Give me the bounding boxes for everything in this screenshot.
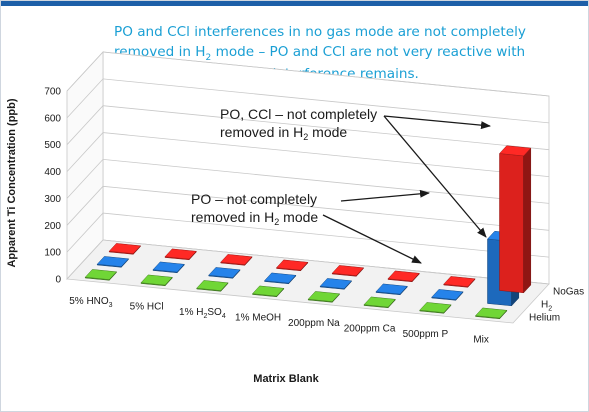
x-tick-label-2: 1% H2SO4 [179, 307, 226, 320]
bar-H2-0 [96, 256, 130, 268]
gridline-0 [66, 239, 550, 285]
y-tick-label-600: 600 [44, 113, 61, 124]
y-tick-labels: 0 100 200 300 400 500 600 700 [44, 87, 61, 286]
bar-Helium-4 [307, 291, 341, 303]
annotation-po-line-2-sub: 2 [274, 217, 280, 227]
annotation-po-ccl-line-2-post: mode [308, 124, 348, 140]
annotation-po-ccl-line-1: PO, CCl – not completely [220, 106, 378, 122]
annotation-po-line-2-pre: removed in H [191, 209, 275, 225]
y-tick-label-500: 500 [44, 140, 61, 151]
x-tick-label-6: 500ppm P [403, 329, 449, 340]
gridline-300 [66, 158, 550, 204]
y-tick-label-0: 0 [55, 275, 61, 286]
bar-Helium-5 [363, 296, 396, 309]
series-label-NoGas: NoGas [553, 287, 584, 298]
x-tick-label-4: 200ppm Na [288, 318, 340, 329]
series-label-H2: H2 [541, 300, 552, 313]
series-label-Helium: Helium [529, 313, 560, 324]
annotation-po-line-2-post: mode [279, 209, 319, 225]
bar-NoGas-3 [275, 259, 309, 272]
x-axis-label: Matrix Blank [253, 373, 319, 385]
bar-NoGas-6 [443, 276, 476, 288]
y-axis-label: Apparent Ti Concentration (ppb) [6, 98, 18, 267]
bars [84, 145, 532, 320]
bar-Helium-2 [196, 280, 229, 292]
x-tick-labels: 5% HNO3 5% HCl 1% H2SO4 1% MeOH 200ppm Na 200… [69, 296, 489, 346]
gridline-600 [66, 78, 550, 124]
arrow-ann2-to-h2-500p [322, 214, 422, 264]
chart-walls [66, 50, 550, 324]
annotation-po-line-2: removed in H2 mode [191, 208, 318, 228]
annotation-po: PO – not completely removed in H2 mode [191, 190, 318, 228]
y-tick-label-400: 400 [44, 167, 61, 178]
bar-H2-1 [152, 261, 185, 274]
y-tick-label-300: 300 [44, 194, 61, 205]
caption-line-1-text: PO and CCl interferences in no gas mode … [114, 24, 526, 40]
bar-NoGas-5 [387, 270, 420, 283]
annotation-po-ccl-line-2-sub: 2 [303, 132, 309, 142]
annotation-po-ccl-line-2: removed in H2 mode [220, 123, 377, 143]
bar-H2-2 [208, 267, 241, 279]
caption-line-2-sub: 2 [205, 53, 212, 63]
bar-NoGas-0 [108, 243, 142, 255]
y-tick-label-700: 700 [44, 87, 61, 98]
caption-line-2-post: mode – PO and CCl are not very reactive … [211, 44, 526, 60]
bar-NoGas-2 [220, 254, 253, 266]
bar-NoGas-4 [331, 265, 365, 277]
bar-Helium-1 [140, 274, 173, 287]
y-tick-label-100: 100 [44, 248, 61, 259]
annotation-po-line-1: PO – not completely [191, 191, 318, 207]
bar-Helium-6 [419, 302, 452, 314]
x-tick-label-0: 5% HNO3 [69, 296, 112, 309]
bar-H2-3 [263, 272, 297, 285]
gridline-400 [66, 132, 550, 177]
bar-H2-4 [319, 278, 353, 290]
bar-Helium-0 [84, 269, 118, 281]
top-accent-bar [1, 1, 588, 6]
x-tick-label-1: 5% HCl [130, 301, 164, 312]
gridline-700 [66, 51, 550, 97]
x-tick-label-5: 200ppm Ca [344, 323, 396, 334]
bar-H2-5 [375, 283, 408, 296]
gridline-100 [66, 212, 550, 258]
bar-NoGas-1 [164, 248, 197, 261]
annotation-arrows [322, 115, 491, 264]
x-tick-label-7: Mix [473, 334, 489, 345]
annotation-po-ccl-line-2-pre: removed in H [220, 124, 304, 140]
bar-Helium-3 [251, 285, 285, 298]
bar-Helium-7 [474, 307, 508, 320]
x-tick-label-3: 1% MeOH [235, 312, 281, 323]
gridline-200 [66, 185, 550, 231]
arrow-ann2-to-nogas-500p [340, 189, 430, 202]
y-tick-label-200: 200 [44, 221, 61, 232]
arrow-ann1-to-nogas-mix [383, 115, 491, 130]
caption-line-1: PO and CCl interferences in no gas mode … [114, 22, 584, 42]
arrow-ann1-to-h2-mix [383, 115, 487, 238]
annotation-po-ccl: PO, CCl – not completely removed in H2 m… [220, 105, 377, 143]
bar-H2-6 [431, 289, 464, 301]
bar-NoGas-7 [498, 145, 532, 294]
